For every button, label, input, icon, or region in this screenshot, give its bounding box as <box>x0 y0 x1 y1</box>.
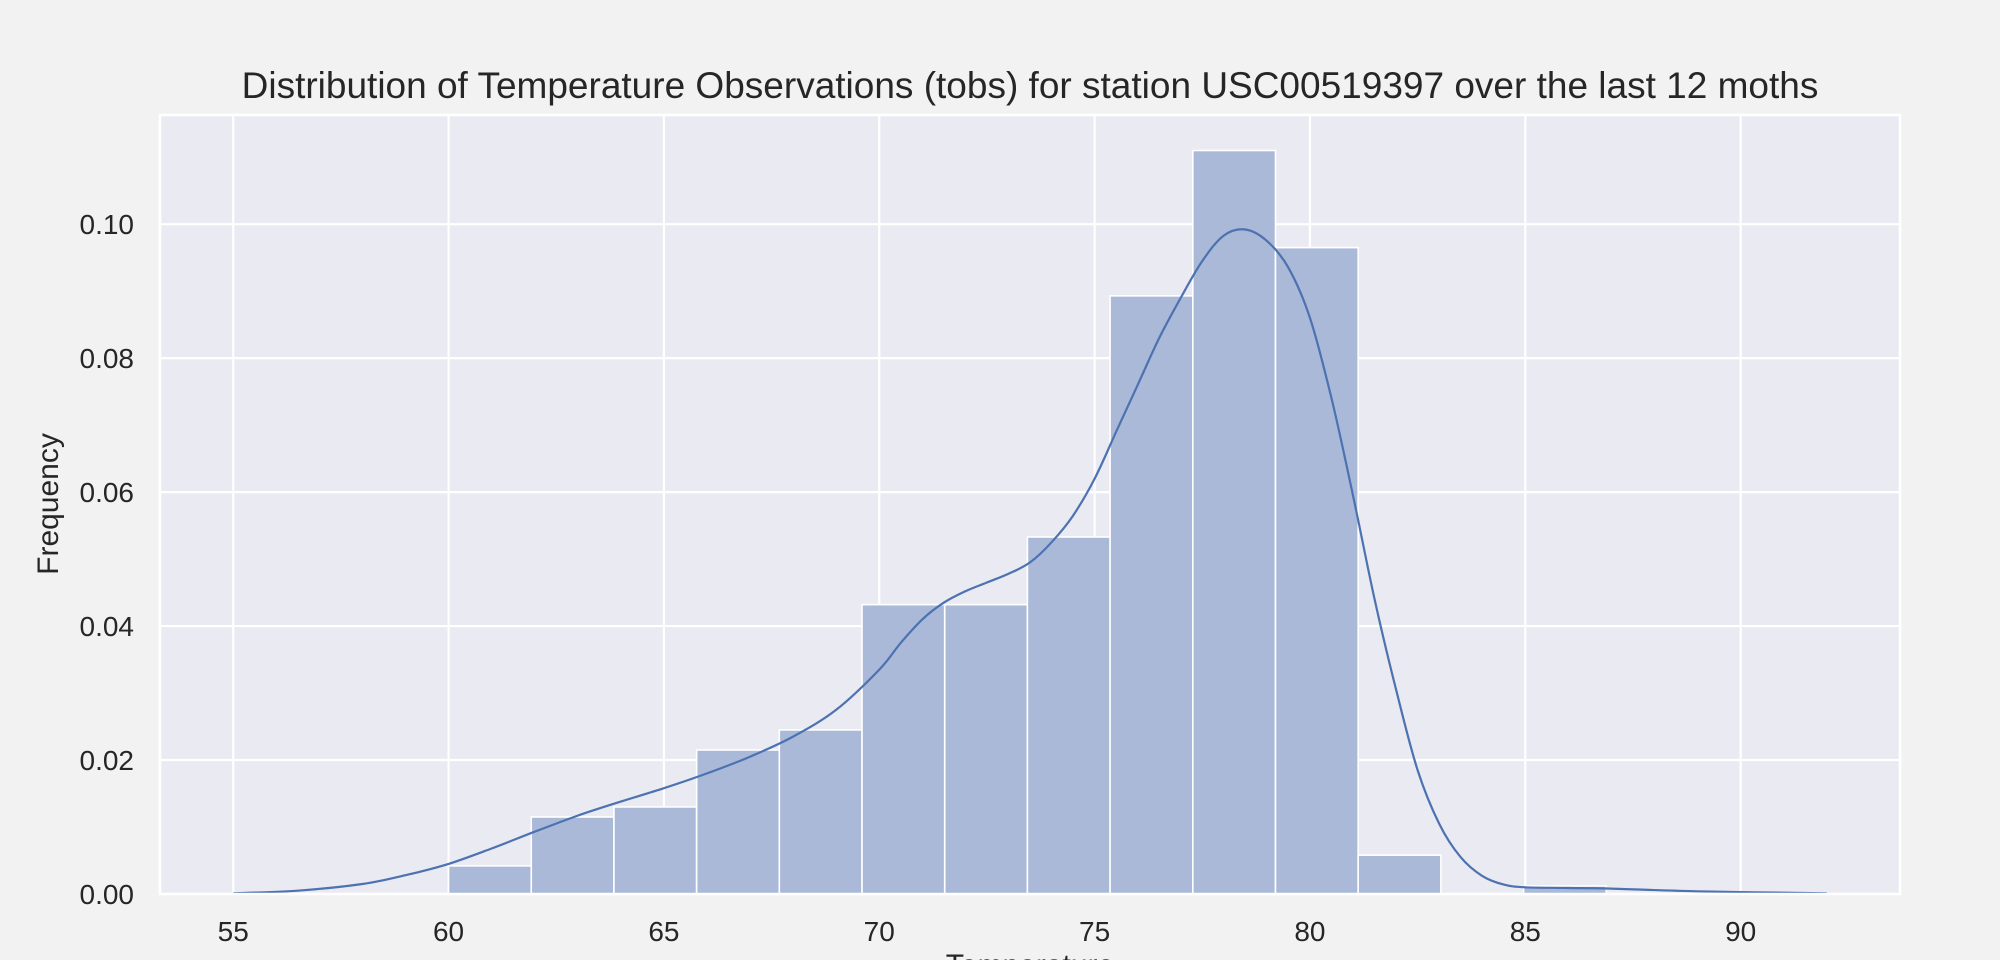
x-tick-label: 70 <box>864 916 895 947</box>
plot-border <box>158 113 1902 896</box>
histogram-bars <box>447 149 1608 895</box>
x-tick-label: 80 <box>1294 916 1325 947</box>
y-tick-label: 0.10 <box>80 209 135 240</box>
x-tick-label: 75 <box>1079 916 1110 947</box>
y-tick-label: 0.06 <box>80 477 135 508</box>
histogram-bar <box>943 603 1029 895</box>
y-tick-label: 0.04 <box>80 611 135 642</box>
x-tick-label: 65 <box>648 916 679 947</box>
density-curve-group <box>233 228 1827 895</box>
x-tick-label: 55 <box>218 916 249 947</box>
histogram-bar <box>778 729 863 895</box>
x-axis-label: Temperature <box>946 949 1114 960</box>
chart-title: Distribution of Temperature Observations… <box>242 65 1819 106</box>
histogram-bar <box>1109 295 1194 895</box>
y-tick-label: 0.00 <box>80 879 135 910</box>
histogram-bar <box>861 603 946 895</box>
histogram-bar <box>1192 149 1277 895</box>
y-tick-label: 0.02 <box>80 745 135 776</box>
histogram-bar <box>530 816 615 895</box>
y-tick-label: 0.08 <box>80 343 135 374</box>
x-tick-label: 85 <box>1510 916 1541 947</box>
histogram-bar <box>1026 536 1111 895</box>
histogram-bar <box>613 806 698 895</box>
y-axis-label: Frequency <box>32 433 65 575</box>
x-tick-label: 90 <box>1725 916 1756 947</box>
x-tick-labels: 55 60 65 70 75 80 85 90 <box>218 916 1757 947</box>
x-tick-label: 60 <box>433 916 464 947</box>
histogram-bar <box>1274 246 1359 895</box>
histogram-bar <box>1357 854 1442 895</box>
density-curve <box>233 228 1827 895</box>
histogram-bar <box>447 865 533 895</box>
y-tick-labels: 0.00 0.02 0.04 0.06 0.08 0.10 <box>80 209 135 910</box>
plot-frame <box>158 113 1902 896</box>
